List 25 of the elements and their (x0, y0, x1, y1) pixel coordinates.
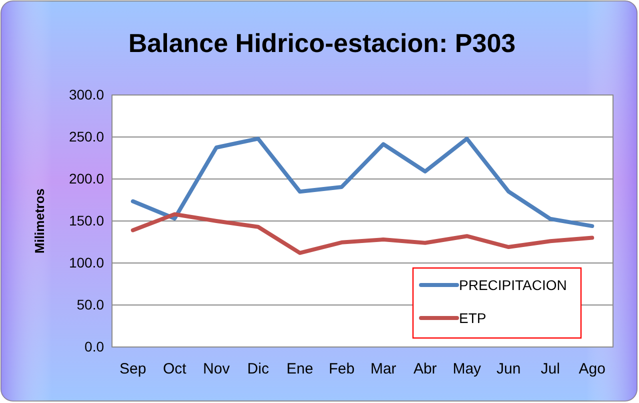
x-tick-label: Ene (286, 360, 314, 378)
line-series (130, 136, 594, 228)
y-axis-title: Milimetros (32, 188, 47, 254)
x-tick-label: Sep (120, 360, 146, 378)
x-tick-label: Abr (413, 360, 437, 378)
line-series (130, 212, 594, 255)
x-tick-label: Nov (203, 360, 230, 378)
x-tick-label: May (452, 360, 482, 378)
chart-title: Balance Hidrico-estacion: P303 (128, 28, 516, 58)
y-tick-label: 200.0 (68, 170, 104, 186)
y-tick-label: 0.0 (84, 338, 104, 354)
y-tick-label: 250.0 (68, 128, 104, 144)
x-tick-label: Dic (247, 360, 270, 378)
x-tick-label: Mar (370, 360, 396, 378)
x-tick-label: Oct (162, 360, 188, 378)
y-tick-label: 300.0 (68, 86, 104, 102)
x-tick-label: Jul (540, 360, 560, 378)
legend-label: ETP (459, 310, 486, 326)
y-tick-label: 50.0 (76, 296, 104, 312)
x-tick-label: Jun (496, 360, 521, 378)
y-tick-label: 100.0 (68, 254, 104, 270)
legend-label: PRECIPITACION (459, 277, 567, 293)
x-tick-label: Ago (578, 360, 606, 378)
x-tick-label: Feb (328, 360, 355, 378)
y-tick-label: 150.0 (68, 212, 104, 228)
